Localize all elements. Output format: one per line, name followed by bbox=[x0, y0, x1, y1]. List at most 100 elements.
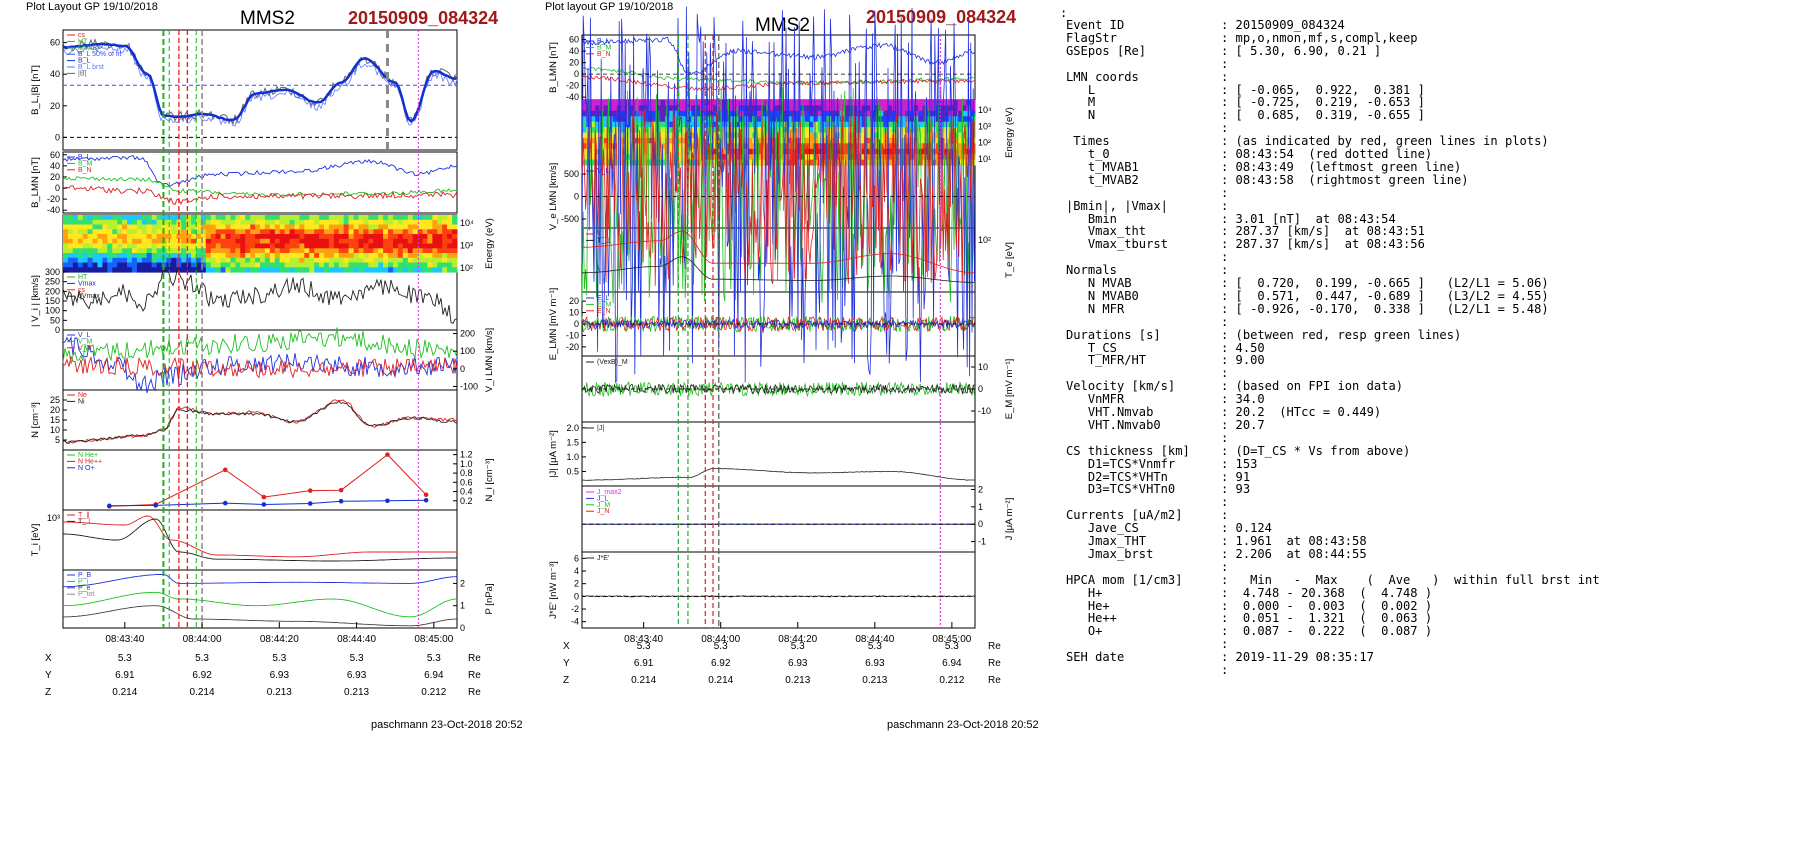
spectrogram-cell bbox=[151, 243, 158, 249]
spectrogram-cell bbox=[324, 248, 330, 254]
spectrogram-cell bbox=[196, 215, 202, 221]
spectrogram-cell bbox=[200, 253, 207, 259]
spectrogram-cell bbox=[255, 224, 261, 230]
spectrogram-cell bbox=[269, 257, 276, 264]
spectrogram-cell bbox=[230, 215, 236, 221]
pos-unit: Re bbox=[468, 653, 481, 664]
spectrogram-cell bbox=[146, 219, 153, 226]
spectrogram-cell bbox=[427, 238, 433, 245]
spectrogram-cell bbox=[590, 100, 596, 106]
summary-key: Times bbox=[1066, 134, 1110, 149]
spectrogram-cell bbox=[156, 229, 162, 235]
spectrogram-cell bbox=[304, 253, 310, 259]
spectrogram-cell bbox=[319, 253, 325, 259]
summary-key: N bbox=[1066, 108, 1096, 123]
spectrogram-cell bbox=[817, 127, 823, 133]
spectrogram-cell bbox=[756, 110, 762, 117]
spectrogram-cell bbox=[892, 127, 897, 133]
spectrogram-cell bbox=[191, 257, 197, 264]
y-tick-label: 10³ bbox=[47, 513, 60, 523]
spectrogram-cell bbox=[940, 100, 945, 106]
spectrogram-cell bbox=[427, 215, 433, 221]
spectrogram-cell bbox=[82, 219, 89, 226]
spectrogram-cell bbox=[638, 159, 644, 166]
spectrogram-cell bbox=[747, 159, 753, 166]
spectrogram-cell bbox=[205, 224, 212, 230]
spectrogram-cell bbox=[713, 116, 718, 123]
spectrogram-cell bbox=[304, 219, 310, 226]
pos-value: 5.3 bbox=[350, 653, 364, 664]
spectrogram-cell bbox=[647, 143, 653, 150]
spectrogram-cell bbox=[621, 116, 627, 123]
spectrogram-cell bbox=[887, 100, 893, 106]
spectrogram-cell bbox=[761, 127, 766, 133]
spectrogram-cell bbox=[809, 127, 814, 133]
spectrogram-cell bbox=[447, 257, 453, 264]
y-axis-label: J [μA m⁻²] bbox=[1004, 498, 1015, 541]
spectrogram-cell bbox=[452, 253, 458, 259]
spectrogram-cell bbox=[210, 229, 217, 235]
spectrogram-cell bbox=[717, 132, 723, 139]
spectrogram-cell bbox=[343, 257, 350, 264]
spectrogram-cell bbox=[388, 257, 394, 264]
spectrogram-cell bbox=[887, 105, 893, 112]
y-tick-label: 250 bbox=[45, 277, 60, 287]
spectrogram-cell bbox=[161, 215, 167, 221]
spectrogram-cell bbox=[913, 105, 919, 112]
spectrogram-cell bbox=[112, 219, 118, 226]
spectrogram-cell bbox=[102, 234, 108, 240]
spectrogram-cell bbox=[678, 132, 683, 139]
spectrogram-cell bbox=[230, 219, 236, 226]
spectrogram-cell bbox=[427, 234, 433, 240]
spectrogram-cell bbox=[358, 262, 364, 268]
spectrogram-cell bbox=[304, 257, 310, 264]
y-tick-label: 0 bbox=[55, 132, 60, 142]
spectrogram-cell bbox=[117, 267, 123, 273]
spectrogram-cell bbox=[309, 243, 315, 249]
spectrogram-cell bbox=[245, 224, 251, 230]
spectrogram-cell bbox=[82, 243, 89, 249]
panel-frame bbox=[581, 34, 976, 101]
spectrogram-cell bbox=[599, 127, 605, 133]
spectrogram-cell bbox=[800, 100, 806, 106]
spectrogram-cell bbox=[835, 154, 841, 161]
spectrogram-cell bbox=[191, 243, 197, 249]
spectrogram-cell bbox=[378, 262, 384, 268]
spectrogram-cell bbox=[117, 215, 123, 221]
spectrogram-cell bbox=[186, 243, 192, 249]
spectrogram-cell bbox=[804, 127, 810, 133]
spectrogram-cell bbox=[678, 127, 683, 133]
pos-row-label: Y bbox=[563, 658, 570, 669]
spectrogram-cell bbox=[348, 267, 354, 273]
y-tick-label: 0.5 bbox=[566, 466, 579, 476]
spectrogram-cell bbox=[122, 248, 128, 254]
spectrogram-cell bbox=[225, 224, 231, 230]
summary-value: : bbox=[1221, 508, 1229, 523]
spectrogram-cell bbox=[412, 219, 419, 226]
spectrogram-cell bbox=[353, 253, 359, 259]
spectrogram-cell bbox=[961, 100, 967, 106]
spectrogram-cell bbox=[348, 224, 354, 230]
summary-value: : bbox=[1221, 559, 1229, 574]
spectrogram-cell bbox=[353, 262, 359, 268]
spectrogram-cell bbox=[905, 137, 910, 144]
y-tick-label: -20 bbox=[47, 194, 60, 204]
spectrogram-cell bbox=[909, 116, 915, 123]
spectrogram-cell bbox=[102, 253, 108, 259]
spectrogram-cell bbox=[136, 243, 143, 249]
spectrogram-cell bbox=[407, 224, 414, 230]
pos-value: 6.94 bbox=[942, 658, 962, 669]
summary-value: : 3.01 [nT] at 08:43:54 bbox=[1221, 211, 1396, 226]
spectrogram-cell bbox=[358, 234, 364, 240]
y-tick-label: 40 bbox=[569, 46, 579, 56]
spectrogram-cell bbox=[761, 132, 766, 139]
y-tick-label: -10 bbox=[978, 406, 991, 416]
spectrogram-cell bbox=[388, 229, 394, 235]
y-axis-label: T_i [eV] bbox=[30, 524, 41, 557]
spectrogram-cell bbox=[63, 267, 69, 273]
ni-data-point bbox=[261, 502, 267, 507]
spectrogram-cell bbox=[274, 262, 281, 268]
spectrogram-cell bbox=[651, 110, 657, 117]
be-m-series bbox=[581, 66, 976, 86]
spectrogram-cell bbox=[616, 154, 622, 161]
